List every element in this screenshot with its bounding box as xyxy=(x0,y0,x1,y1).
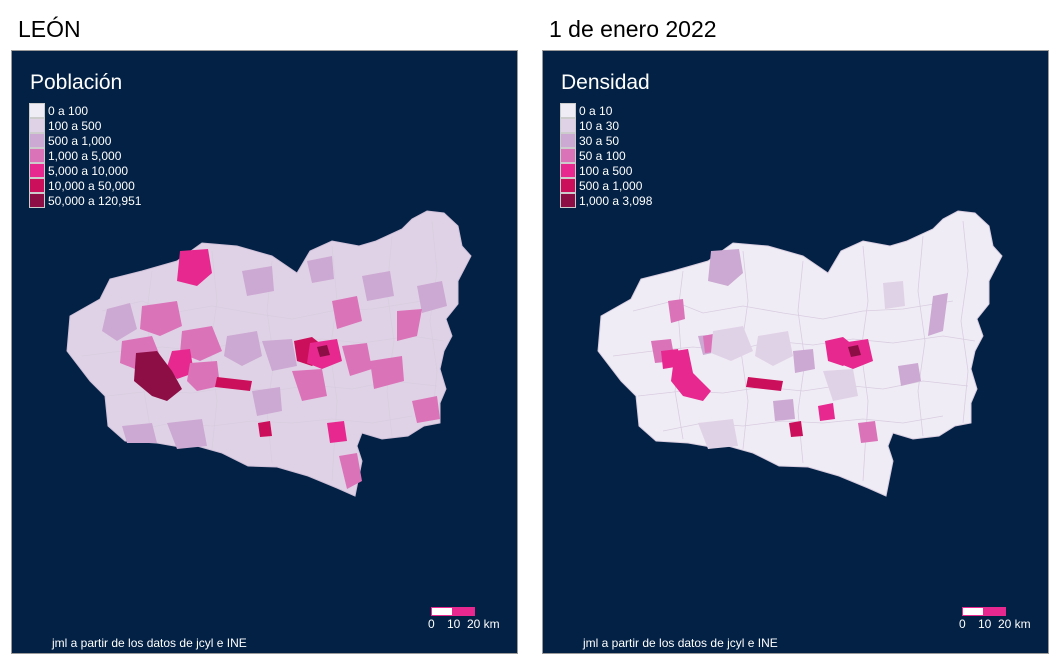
map-title: LEÓN xyxy=(18,16,81,42)
scale-label: 0 xyxy=(428,617,435,631)
legend-label: 100 a 500 xyxy=(48,118,102,133)
legend-item: 30 a 50 xyxy=(560,133,652,148)
legend-item: 10 a 30 xyxy=(560,118,652,133)
legend-label: 50 a 100 xyxy=(579,148,626,163)
legend-swatch xyxy=(29,193,45,208)
legend-label: 10 a 30 xyxy=(579,118,620,133)
legend-item: 100 a 500 xyxy=(29,118,141,133)
legend-item: 100 a 500 xyxy=(560,163,652,178)
density-choropleth xyxy=(597,210,1003,497)
legend-swatch xyxy=(29,148,45,163)
legend-item: 1,000 a 5,000 xyxy=(29,148,141,163)
municipality-fills xyxy=(651,249,948,449)
scale-label: 10 xyxy=(447,617,461,631)
legend-title: Densidad xyxy=(561,71,650,94)
scale-label: 10 xyxy=(978,617,992,631)
population-choropleth xyxy=(66,210,472,497)
legend-label: 1,000 a 5,000 xyxy=(48,148,122,163)
legend-label: 500 a 1,000 xyxy=(48,133,112,148)
legend-item: 500 a 1,000 xyxy=(560,178,652,193)
date-title: 1 de enero 2022 xyxy=(549,16,717,42)
legend-swatch xyxy=(560,118,576,133)
scale-segment xyxy=(431,607,453,616)
legend-swatch xyxy=(29,178,45,193)
scale-label: 20 km xyxy=(998,617,1031,631)
legend-swatch xyxy=(29,133,45,148)
source-caption: jml a partir de los datos de jcyl e INE xyxy=(52,636,247,650)
legend: 0 a 10 10 a 30 30 a 50 50 a 100 100 a 50… xyxy=(560,103,652,208)
legend: 0 a 100 100 a 500 500 a 1,000 1,000 a 5,… xyxy=(29,103,141,208)
legend-label: 30 a 50 xyxy=(579,133,620,148)
legend-item: 50,000 a 120,951 xyxy=(29,193,141,208)
legend-swatch xyxy=(560,103,576,118)
legend-swatch xyxy=(29,118,45,133)
legend-label: 0 a 10 xyxy=(579,103,613,118)
legend-label: 5,000 a 10,000 xyxy=(48,163,129,178)
scale-segment xyxy=(962,607,984,616)
population-map-panel: Población 0 a 100 100 a 500 500 a 1,000 … xyxy=(11,50,518,654)
legend-swatch xyxy=(560,178,576,193)
legend-swatch xyxy=(560,148,576,163)
legend-item: 1,000 a 3,098 xyxy=(560,193,652,208)
scale-segment xyxy=(453,607,475,616)
scale-bar xyxy=(962,607,1006,616)
scale-label: 0 xyxy=(959,617,966,631)
source-caption: jml a partir de los datos de jcyl e INE xyxy=(583,636,778,650)
legend-swatch xyxy=(29,103,45,118)
legend-label: 50,000 a 120,951 xyxy=(48,193,142,208)
legend-title: Población xyxy=(30,71,123,94)
legend-item: 10,000 a 50,000 xyxy=(29,178,141,193)
legend-label: 500 a 1,000 xyxy=(579,178,643,193)
municipality-fills xyxy=(102,249,447,489)
legend-swatch xyxy=(560,133,576,148)
legend-item: 5,000 a 10,000 xyxy=(29,163,141,178)
legend-label: 10,000 a 50,000 xyxy=(48,178,135,193)
legend-swatch xyxy=(560,193,576,208)
legend-item: 500 a 1,000 xyxy=(29,133,141,148)
scale-bar xyxy=(431,607,475,616)
scale-label: 20 km xyxy=(467,617,500,631)
legend-label: 100 a 500 xyxy=(579,163,633,178)
legend-label: 0 a 100 xyxy=(48,103,89,118)
legend-item: 0 a 100 xyxy=(29,103,141,118)
density-map-panel: Densidad 0 a 10 10 a 30 30 a 50 50 a 100… xyxy=(542,50,1049,654)
scale-segment xyxy=(984,607,1006,616)
legend-swatch xyxy=(560,163,576,178)
legend-item: 0 a 10 xyxy=(560,103,652,118)
legend-swatch xyxy=(29,163,45,178)
legend-item: 50 a 100 xyxy=(560,148,652,163)
legend-label: 1,000 a 3,098 xyxy=(579,193,653,208)
